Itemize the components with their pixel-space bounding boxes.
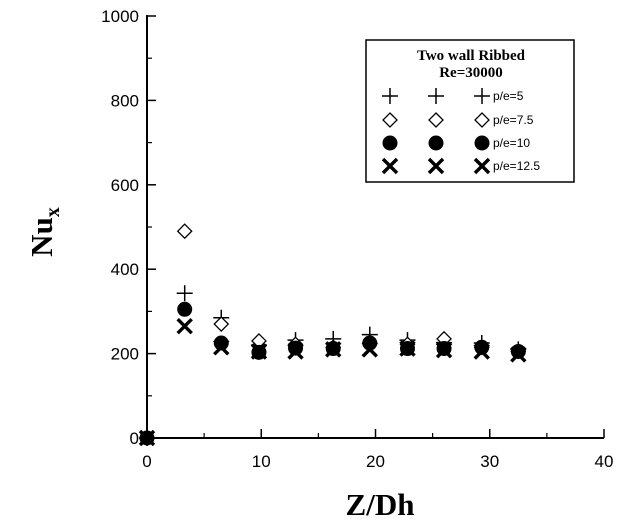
data-point [176, 317, 193, 335]
legend-label: p/e=10 [493, 136, 530, 150]
x-marker-shape [435, 342, 453, 359]
diamond-marker-shape [213, 316, 230, 332]
legend-label: p/e=5 [493, 89, 524, 103]
legend-marker [473, 157, 491, 175]
circle-marker-shape [474, 339, 490, 355]
y-tick-label: 200 [111, 345, 139, 364]
legend-marker [428, 88, 444, 104]
plus-marker-shape [428, 88, 444, 104]
legend-title-line2: Re=30000 [439, 65, 503, 81]
data-point [473, 343, 490, 360]
legend-marker [474, 88, 490, 104]
data-point [213, 316, 230, 332]
legend-marker [427, 157, 445, 175]
x-tick-label: 20 [366, 452, 385, 471]
x-tick-label: 40 [595, 452, 614, 471]
legend-marker [382, 135, 398, 151]
legend-entry: p/e=12.5 [381, 157, 540, 175]
y-axis-title: Nux [24, 207, 64, 257]
svg-text:Nux: Nux [24, 207, 64, 257]
data-point [287, 343, 304, 360]
diamond-marker-shape [382, 112, 398, 128]
x-marker-shape [138, 429, 156, 447]
legend-entry: p/e=7.5 [382, 112, 534, 128]
legend-box [365, 39, 575, 183]
legend-label: p/e=7.5 [493, 113, 534, 127]
data-point [361, 341, 378, 358]
legend-marker [381, 157, 399, 175]
x-marker-shape [287, 343, 304, 360]
circle-marker-shape [213, 335, 229, 351]
legend-label: p/e=12.5 [493, 159, 540, 173]
plus-marker-shape [474, 88, 490, 104]
marks-layer [138, 223, 527, 447]
legend: Two wall Ribbed Re=30000 p/e=5p/e=7.5p/e… [365, 39, 575, 183]
series-1 [139, 285, 527, 446]
x-marker-shape [473, 343, 490, 360]
data-point [435, 342, 453, 359]
x-marker-shape [381, 157, 399, 175]
x-marker-shape [361, 341, 378, 358]
data-point [288, 340, 304, 356]
x-marker-shape [399, 340, 416, 357]
x-tick-label: 10 [252, 452, 271, 471]
y-axis-title-subscript: x [42, 207, 64, 217]
x-marker-shape [176, 317, 193, 335]
x-axis-title: Z/Dh [346, 487, 415, 522]
circle-marker-shape [474, 135, 490, 151]
data-point [399, 340, 416, 357]
circle-marker-shape [510, 343, 526, 359]
legend-marker [428, 135, 444, 151]
x-marker-shape [325, 341, 342, 358]
x-marker-shape [427, 157, 445, 175]
circle-marker-shape [177, 301, 193, 317]
data-point [213, 339, 230, 356]
data-point [510, 343, 526, 359]
y-tick-label: 1000 [101, 7, 139, 26]
legend-entry: p/e=5 [382, 88, 524, 104]
ticks-layer: 0 200 400 600 800 1000 0 10 20 30 40 [101, 7, 613, 471]
legend-marker [428, 112, 444, 128]
x-marker-shape [250, 343, 268, 360]
data-point [250, 343, 268, 360]
x-tick-label: 0 [142, 452, 151, 471]
legend-marker [474, 135, 490, 151]
x-tick-label: 30 [480, 452, 499, 471]
diamond-marker-shape [428, 112, 444, 128]
legend-entries: p/e=5 p/e=7.5 p/e=10 p/e=12.5 [381, 88, 540, 175]
y-tick-label: 0 [130, 429, 139, 448]
legend-marker [382, 88, 398, 104]
circle-marker-shape [428, 135, 444, 151]
x-marker-shape [213, 339, 230, 356]
data-point [177, 301, 193, 317]
circle-marker-shape [382, 135, 398, 151]
series-4 [138, 317, 527, 447]
y-axis-title-main: Nu [24, 217, 59, 257]
y-tick-label: 600 [111, 176, 139, 195]
data-point [325, 341, 342, 358]
data-point [213, 335, 229, 351]
data-point [176, 285, 193, 302]
legend-marker [474, 112, 490, 128]
x-marker-shape [473, 157, 491, 175]
data-point [510, 346, 527, 363]
x-marker-shape [510, 346, 527, 363]
data-point [138, 429, 156, 447]
diamond-marker-shape [176, 223, 193, 240]
data-point [474, 339, 490, 355]
legend-marker [382, 112, 398, 128]
plus-marker-shape [176, 285, 193, 302]
data-point [176, 223, 193, 240]
y-tick-label: 800 [111, 91, 139, 110]
legend-title-line1: Two wall Ribbed [417, 48, 526, 64]
circle-marker-shape [288, 340, 304, 356]
plus-marker-shape [382, 88, 398, 104]
legend-entry: p/e=10 [382, 135, 530, 151]
series-3 [139, 301, 526, 446]
diamond-marker-shape [474, 112, 490, 128]
y-tick-label: 400 [111, 260, 139, 279]
